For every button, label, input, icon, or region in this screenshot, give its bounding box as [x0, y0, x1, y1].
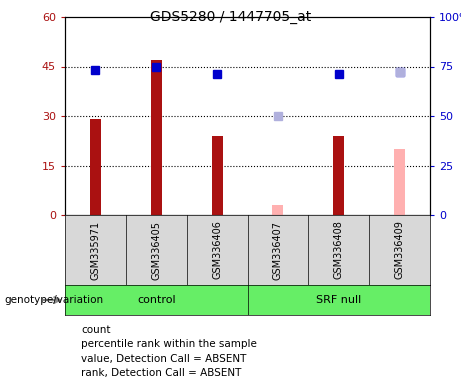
Text: GSM336407: GSM336407: [273, 220, 283, 280]
Text: GSM336408: GSM336408: [334, 220, 344, 280]
Text: percentile rank within the sample: percentile rank within the sample: [81, 339, 257, 349]
Bar: [394, 149, 405, 215]
Text: SRF null: SRF null: [316, 295, 361, 305]
Bar: [272, 205, 284, 215]
Text: GSM335971: GSM335971: [90, 220, 100, 280]
Bar: [151, 60, 162, 215]
Text: value, Detection Call = ABSENT: value, Detection Call = ABSENT: [81, 354, 247, 364]
Text: control: control: [137, 295, 176, 305]
Bar: [333, 136, 344, 215]
Bar: [212, 136, 223, 215]
Bar: [90, 119, 101, 215]
Text: GDS5280 / 1447705_at: GDS5280 / 1447705_at: [150, 10, 311, 24]
Text: rank, Detection Call = ABSENT: rank, Detection Call = ABSENT: [81, 368, 242, 378]
Text: GSM336409: GSM336409: [395, 220, 405, 280]
Text: GSM336405: GSM336405: [151, 220, 161, 280]
Text: count: count: [81, 325, 111, 335]
Text: GSM336406: GSM336406: [212, 220, 222, 280]
Text: genotype/variation: genotype/variation: [5, 295, 104, 305]
